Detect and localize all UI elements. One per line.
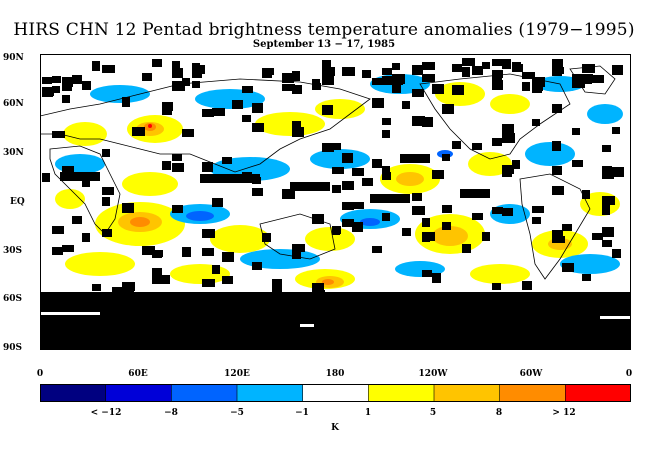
colorbar-swatch: [368, 384, 435, 402]
colorbar-swatch: [302, 384, 370, 402]
lon-label-60e: 60E: [128, 369, 148, 379]
lat-label-90s: 90S: [3, 343, 23, 353]
colorbar-swatch: [433, 384, 501, 402]
missing-data-cells: [42, 58, 624, 300]
colorbar-swatch: [499, 384, 567, 402]
lon-label-0-end: 0: [625, 369, 633, 379]
continent-outlines: [40, 65, 616, 280]
colorbar-label-minus-1: −1: [295, 408, 309, 418]
lon-label-120e: 120E: [224, 369, 250, 379]
south-polar-missing-band: [40, 292, 631, 350]
colorbar: [40, 384, 631, 402]
map-frame: [40, 54, 631, 350]
map-title: HIRS CHN 12 Pentad brightness temperatur…: [13, 20, 635, 40]
lon-label-0: 0: [36, 369, 44, 379]
colorbar-label-1: 1: [364, 408, 372, 418]
lat-label-30n: 30N: [3, 148, 24, 158]
lon-label-60w: 60W: [519, 369, 543, 379]
lat-label-eq: EQ: [10, 197, 25, 207]
lon-label-120w: 120W: [418, 369, 448, 379]
map-subtitle: September 13 − 17, 1985: [252, 39, 396, 50]
colorbar-label-lt-12: < −12: [90, 408, 122, 418]
anomaly-map: [40, 54, 631, 350]
colorbar-swatches: [40, 384, 631, 402]
colorbar-label-5: 5: [429, 408, 437, 418]
colorbar-unit: K: [331, 423, 339, 433]
lat-label-90n: 90N: [3, 53, 24, 63]
colorbar-swatch: [40, 384, 107, 402]
lon-label-180: 180: [325, 369, 345, 379]
colorbar-swatch: [236, 384, 304, 402]
colorbar-label-gt-12: > 12: [552, 408, 576, 418]
lat-label-30s: 30S: [3, 246, 23, 256]
colorbar-label-8: 8: [495, 408, 503, 418]
lat-label-60s: 60S: [3, 294, 23, 304]
lat-label-60n: 60N: [3, 99, 24, 109]
colorbar-label-minus-5: −5: [230, 408, 244, 418]
colorbar-label-minus-8: −8: [164, 408, 178, 418]
colorbar-swatch: [171, 384, 238, 402]
colorbar-swatch: [565, 384, 631, 402]
colorbar-swatch: [105, 384, 173, 402]
